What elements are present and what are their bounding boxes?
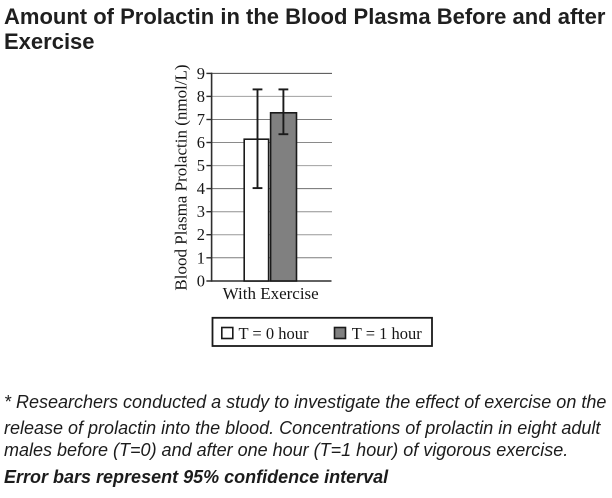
svg-text:Blood Plasma Prolactin (nmol/L: Blood Plasma Prolactin (nmol/L)	[172, 64, 191, 290]
svg-text:2: 2	[197, 225, 205, 244]
svg-text:With Exercise: With Exercise	[223, 284, 319, 303]
svg-text:T = 0 hour: T = 0 hour	[239, 324, 309, 343]
svg-text:7: 7	[197, 110, 205, 129]
svg-text:8: 8	[197, 87, 205, 106]
svg-text:0: 0	[197, 271, 205, 290]
svg-text:5: 5	[197, 156, 205, 175]
svg-text:1: 1	[197, 248, 205, 267]
svg-text:4: 4	[197, 179, 205, 198]
svg-text:3: 3	[197, 202, 205, 221]
svg-text:6: 6	[197, 133, 205, 152]
svg-text:T = 1 hour: T = 1 hour	[352, 324, 422, 343]
svg-text:9: 9	[197, 64, 205, 83]
